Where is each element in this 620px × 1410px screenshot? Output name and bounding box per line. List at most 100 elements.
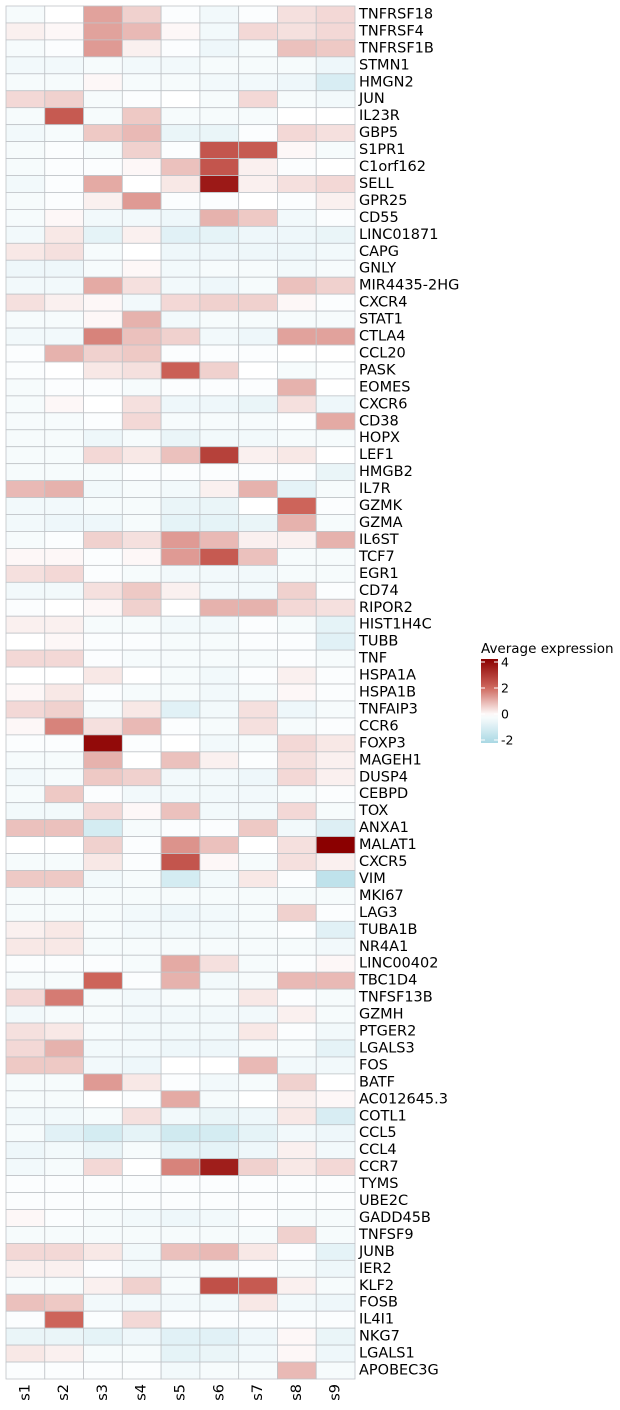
heatmap-cell-GZMH-s8 (277, 1005, 317, 1024)
heatmap-cell-TNFSF13B-s9 (315, 988, 356, 1007)
heatmap-cell-VIM-s2 (44, 870, 84, 888)
heatmap-cell-MAGEH1-s7 (238, 751, 278, 770)
heatmap-cell-LAG3-s4 (121, 903, 162, 922)
heatmap-cell-S1PR1-s3 (83, 141, 123, 159)
heatmap-cell-FOXP3-s4 (121, 734, 162, 753)
heatmap-cell-CTLA4-s5 (160, 327, 201, 346)
heatmap-cell-TNFSF13B-s5 (160, 988, 201, 1007)
heatmap-cell-TBC1D4-s1 (5, 971, 46, 990)
heatmap-cell-CD38-s8 (277, 412, 317, 431)
heatmap-cell-S1PR1-s4 (121, 141, 162, 159)
heatmap-cell-TUBA1B-s2 (44, 920, 84, 939)
heatmap-cell-IER2-s7 (238, 1259, 278, 1278)
row-label: GADD45B (359, 1210, 431, 1226)
heatmap-cell-TNFRSF18-s4 (121, 5, 162, 24)
heatmap-cell-LINC00402-s7 (238, 954, 278, 973)
heatmap-cell-VIM-s3 (83, 870, 123, 888)
row-label: CCR7 (359, 1159, 399, 1175)
heatmap-cell-JUN-s6 (199, 90, 240, 109)
row-label: FOSB (359, 1295, 398, 1311)
heatmap-cell-NR4A1-s3 (83, 937, 123, 956)
heatmap-cell-KLF2-s7 (238, 1276, 278, 1295)
heatmap-cell-GADD45B-s3 (83, 1209, 123, 1227)
heatmap-cell-TNFRSF4-s7 (238, 22, 278, 41)
heatmap-cell-GBP5-s5 (160, 124, 201, 143)
heatmap-cell-TOX-s8 (277, 802, 317, 821)
row-label: TNF (358, 651, 387, 667)
heatmap-cell-TNF-s8 (277, 649, 317, 668)
heatmap-cell-CTLA4-s2 (44, 327, 84, 346)
heatmap-cell-GZMH-s6 (199, 1005, 240, 1024)
heatmap-cell-EGR1-s1 (5, 564, 46, 583)
heatmap-cell-MKI67-s2 (44, 887, 84, 905)
heatmap-cell-MIR4435-2HG-s8 (277, 276, 317, 295)
heatmap-cell-SELL-s5 (160, 175, 201, 193)
heatmap-cell-CXCR4-s2 (44, 293, 84, 312)
heatmap-cell-MALAT1-s9 (315, 836, 356, 854)
heatmap-cell-VIM-s4 (121, 870, 162, 888)
heatmap-cell-C1orf162-s9 (315, 158, 356, 176)
heatmap-cell-HIST1H4C-s1 (5, 615, 46, 634)
heatmap-cell-MAGEH1-s8 (277, 751, 317, 770)
heatmap-cell-IL7R-s7 (238, 480, 278, 498)
heatmap-cell-GPR25-s5 (160, 192, 201, 210)
row-label: MKI67 (359, 888, 404, 904)
heatmap-cell-TBC1D4-s2 (44, 971, 84, 990)
heatmap-cell-TUBB-s4 (121, 632, 162, 651)
heatmap-cell-RIPOR2-s6 (199, 598, 240, 617)
heatmap-cell-MIR4435-2HG-s6 (199, 276, 240, 295)
heatmap-cell-STMN1-s4 (121, 56, 162, 75)
heatmap-cell-TNFAIP3-s7 (238, 700, 278, 719)
heatmap-cell-CCR7-s4 (121, 1158, 162, 1176)
heatmap-cell-GZMH-s4 (121, 1005, 162, 1024)
heatmap-cell-TCF7-s9 (315, 548, 356, 566)
row-label: CCL4 (359, 1142, 397, 1158)
row-label: LINC00402 (359, 956, 438, 972)
legend-title: Average expression (481, 641, 614, 657)
heatmap-cell-TBC1D4-s8 (277, 971, 317, 990)
heatmap-cell-MKI67-s7 (238, 887, 278, 905)
heatmap-cell-CCL4-s3 (83, 1141, 123, 1160)
heatmap-cell-UBE2C-s1 (5, 1192, 46, 1210)
heatmap-cell-HSPA1A-s6 (199, 666, 240, 685)
heatmap-cell-TUBB-s7 (238, 632, 278, 651)
heatmap-cell-NR4A1-s6 (199, 937, 240, 956)
heatmap-cell-CEBPD-s4 (121, 785, 162, 804)
row-label: PASK (359, 362, 396, 378)
heatmap-cell-GNLY-s8 (277, 259, 317, 278)
heatmap-cell-JUNB-s3 (83, 1243, 123, 1261)
heatmap-cell-IL4I1-s6 (199, 1310, 240, 1329)
heatmap-cell-TUBA1B-s3 (83, 920, 123, 939)
heatmap-cell-PTGER2-s8 (277, 1022, 317, 1041)
heatmap-cell-GZMA-s5 (160, 514, 201, 532)
heatmap-cell-CCL4-s9 (315, 1141, 356, 1160)
row-label: CTLA4 (359, 329, 406, 345)
heatmap-cell-IL4I1-s3 (83, 1310, 123, 1329)
heatmap-cell-KLF2-s9 (315, 1276, 356, 1295)
heatmap-cell-MIR4435-2HG-s3 (83, 276, 123, 295)
heatmap-cell-GNLY-s7 (238, 259, 278, 278)
column-label: s7 (250, 1384, 266, 1401)
heatmap-cell-FOXP3-s2 (44, 734, 84, 753)
heatmap-cell-AC012645.3-s5 (160, 1090, 201, 1109)
heatmap-cell-STAT1-s7 (238, 310, 278, 329)
heatmap-cell-TNFSF9-s8 (277, 1226, 317, 1244)
heatmap-cell-CAPG-s8 (277, 242, 317, 261)
heatmap-cell-BATF-s1 (5, 1073, 46, 1092)
heatmap-cell-JUNB-s2 (44, 1243, 84, 1261)
heatmap-cell-AC012645.3-s1 (5, 1090, 46, 1109)
heatmap-cell-CEBPD-s6 (199, 785, 240, 804)
heatmap-cell-TBC1D4-s5 (160, 971, 201, 990)
heatmap-cell-HSPA1B-s6 (199, 683, 240, 702)
heatmap-cell-LGALS1-s5 (160, 1344, 201, 1363)
heatmap-cell-FOSB-s1 (5, 1293, 46, 1312)
heatmap-cell-PASK-s3 (83, 361, 123, 380)
heatmap-cell-IL6ST-s1 (5, 531, 46, 549)
row-label: STMN1 (359, 57, 410, 73)
heatmap-cell-CD55-s7 (238, 209, 278, 227)
heatmap-cell-TNFAIP3-s1 (5, 700, 46, 719)
heatmap-cell-MIR4435-2HG-s4 (121, 276, 162, 295)
heatmap-cell-APOBEC3G-s1 (5, 1361, 46, 1380)
heatmap-cell-HIST1H4C-s5 (160, 615, 201, 634)
heatmap-cell-CXCR4-s6 (199, 293, 240, 312)
